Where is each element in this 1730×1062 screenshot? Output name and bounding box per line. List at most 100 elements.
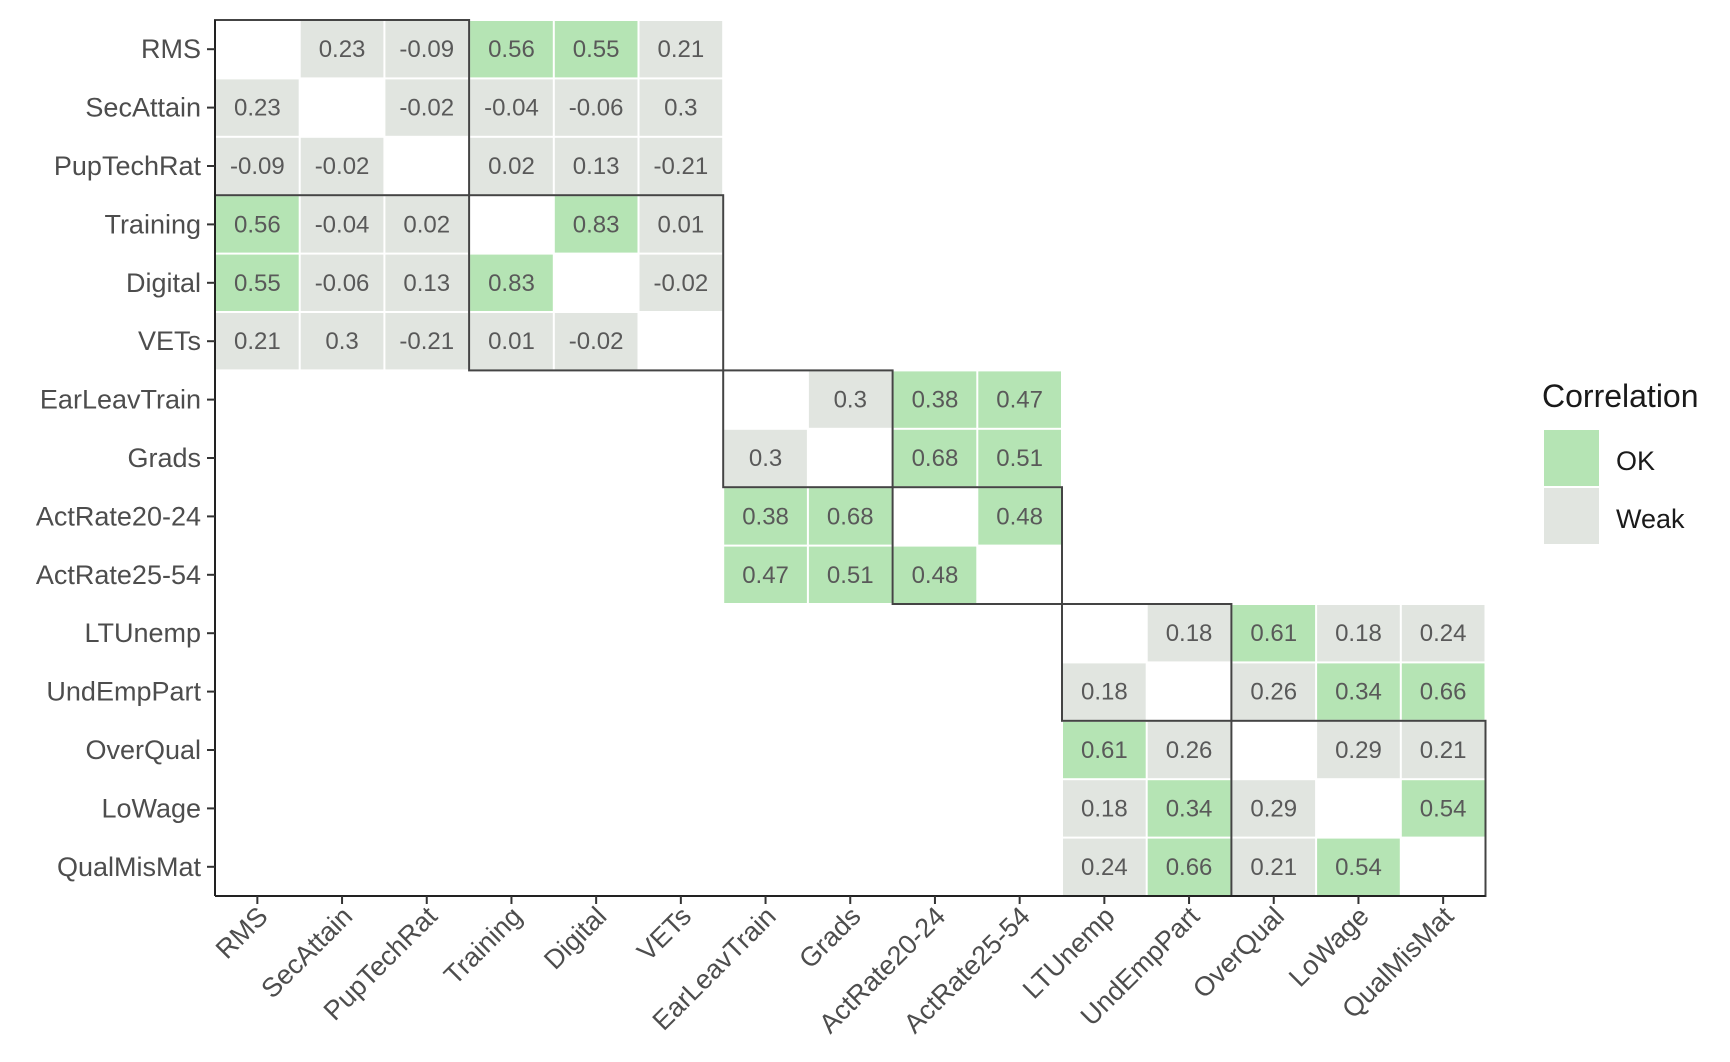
cell-value-label: 0.47 — [742, 562, 789, 589]
heatmap-cell — [724, 429, 807, 487]
cell-value-label: 0.54 — [1335, 854, 1382, 881]
heatmap-cell — [1317, 663, 1400, 720]
cell-value-label: 0.61 — [1081, 737, 1128, 764]
y-tick-label: Digital — [126, 268, 201, 298]
y-tick-label: SecAttain — [85, 93, 201, 123]
cell-value-label: 0.34 — [1335, 679, 1382, 706]
heatmap-cell — [1232, 605, 1316, 662]
cell-value-label: -0.02 — [569, 328, 624, 355]
cell-value-label: -0.09 — [399, 36, 454, 63]
heatmap-cell — [1147, 721, 1231, 779]
cell-value-label: 0.3 — [749, 445, 782, 472]
cell-value-label: 0.01 — [488, 328, 535, 355]
cell-value-label: 0.18 — [1081, 679, 1128, 706]
cell-value-label: 0.24 — [1420, 620, 1467, 647]
y-tick-label: ActRate20-24 — [36, 501, 201, 531]
y-tick-label: VETs — [138, 326, 201, 356]
cell-value-label: 0.18 — [1166, 620, 1213, 647]
cell-value-label: 0.13 — [403, 270, 450, 297]
heatmap-cell — [724, 488, 807, 545]
y-tick-label: PupTechRat — [54, 151, 202, 181]
cell-value-label: 0.55 — [573, 36, 620, 63]
legend-swatch-ok — [1544, 430, 1599, 486]
cell-value-label: 0.3 — [664, 95, 697, 122]
cell-value-label: 0.83 — [573, 211, 620, 238]
heatmap-cell — [1401, 663, 1485, 720]
heatmap-cell — [470, 137, 553, 195]
heatmap-cell — [554, 21, 638, 78]
plot-frame — [214, 20, 1486, 897]
block-outline — [468, 194, 725, 372]
heatmap-cell — [300, 137, 384, 195]
x-tick-label: OverQual — [1187, 901, 1290, 1004]
heatmap-cell — [1401, 605, 1485, 662]
cell-value-label: 0.02 — [488, 153, 535, 180]
cell-value-label: 0.55 — [234, 270, 281, 297]
cell-value-label: -0.04 — [315, 211, 370, 238]
heatmap-cell — [216, 313, 299, 370]
y-tick-label: UndEmpPart — [46, 677, 201, 707]
heatmap-cell — [1232, 780, 1316, 837]
cell-value-label: 0.26 — [1250, 679, 1297, 706]
heatmap-cell — [1147, 838, 1231, 895]
heatmap-cell — [639, 196, 723, 253]
x-tick-label: RMS — [210, 901, 274, 965]
heatmap-cell — [1147, 605, 1231, 662]
heatmap-cell — [639, 21, 723, 78]
cell-value-label: -0.02 — [399, 95, 454, 122]
cell-value-label: 0.02 — [403, 211, 450, 238]
y-tick-label: ActRate25-54 — [36, 560, 201, 590]
y-tick-label: RMS — [141, 34, 201, 64]
heatmap-cell — [470, 313, 553, 370]
cell-value-label: 0.54 — [1420, 795, 1467, 822]
heatmap-cell — [554, 196, 638, 253]
heatmap-cell — [554, 137, 638, 195]
cell-value-label: 0.61 — [1250, 620, 1297, 647]
heatmap-cell — [385, 196, 469, 253]
cell-value-label: -0.02 — [315, 153, 370, 180]
cell-value-label: 0.68 — [827, 503, 874, 530]
heatmap-cell — [470, 79, 553, 136]
block-outline — [891, 486, 1063, 606]
x-tick-label: VETs — [631, 901, 697, 967]
cell-value-label: 0.24 — [1081, 854, 1128, 881]
heatmap-cell — [1317, 721, 1400, 779]
cell-value-label: 0.21 — [1250, 854, 1297, 881]
cell-value-label: -0.06 — [315, 270, 370, 297]
cell-value-label: 0.66 — [1166, 854, 1213, 881]
heatmap-cell — [470, 254, 553, 311]
cell-value-label: 0.23 — [234, 95, 281, 122]
cell-value-label: 0.51 — [827, 562, 874, 589]
cell-value-label: 0.51 — [996, 445, 1043, 472]
cell-value-label: 0.47 — [996, 387, 1043, 414]
x-tick-label: Digital — [538, 901, 612, 975]
cell-value-label: 0.38 — [912, 387, 959, 414]
heatmap-cell — [808, 371, 892, 428]
cell-value-label: 0.56 — [234, 211, 281, 238]
heatmap-cell — [300, 196, 384, 253]
heatmap-cell — [385, 79, 469, 136]
y-tick-label: LoWage — [101, 793, 201, 823]
heatmap-cell — [216, 137, 299, 195]
cell-value-label: 0.48 — [912, 562, 959, 589]
cell-value-label: 0.21 — [1420, 737, 1467, 764]
heatmap-cell — [1147, 780, 1231, 837]
cell-value-label: 0.21 — [234, 328, 281, 355]
cell-value-label: -0.06 — [569, 95, 624, 122]
y-tick-label: EarLeavTrain — [40, 385, 201, 415]
cell-value-label: 0.21 — [657, 36, 704, 63]
cell-value-label: -0.02 — [653, 270, 708, 297]
cell-value-label: 0.66 — [1420, 679, 1467, 706]
cell-value-label: 0.01 — [657, 211, 704, 238]
heatmap-cell — [470, 21, 553, 78]
heatmap-cell — [639, 254, 723, 311]
heatmap-cell — [1232, 838, 1316, 895]
y-tick-label: Training — [104, 209, 201, 239]
legend-label-ok: OK — [1616, 446, 1655, 476]
cell-value-label: 0.29 — [1335, 737, 1382, 764]
cell-value-label: 0.48 — [996, 503, 1043, 530]
y-tick-label: QualMisMat — [57, 852, 202, 882]
heatmap-cell — [893, 371, 977, 428]
heatmap-cell — [300, 313, 384, 370]
